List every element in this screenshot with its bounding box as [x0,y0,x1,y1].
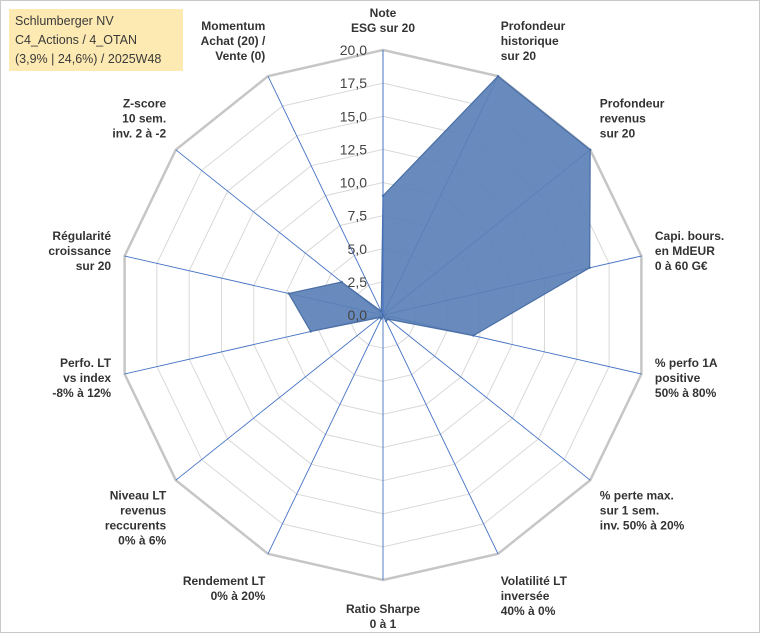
axis-spoke [382,314,499,554]
axis-label-line: Capi. bours. [655,229,724,243]
axis-spoke [267,76,384,316]
axis-label-line: sur 20 [76,259,112,273]
axis-label-line: Momentum [201,19,265,33]
chart-subtitle-category: C4_Actions / 4_OTAN [15,33,138,47]
axis-label: Note ESG sur 20 [351,6,415,35]
axis-label-line: inv. 50% à 20% [600,519,685,533]
series-point [380,310,383,313]
axis-label: Régularité croissance sur 20 [48,229,111,273]
axis-label-line: inversée [501,589,550,603]
tick-label: 17,5 [340,75,367,91]
axis-label: Volatilité LT inversée 40% à 0% [501,574,568,618]
axis-label: Momentum Achat (20) / Vente (0) [201,19,266,63]
tick-label: 15,0 [340,108,367,124]
radar-series [287,50,592,337]
series-point [472,334,475,337]
axis-label-line: sur 20 [501,49,537,63]
series-point [340,280,343,284]
tick-label: 0,0 [348,307,368,323]
chart-title: Schlumberger NV [15,14,114,28]
axis-label-line: revenus [600,111,646,125]
axis-label-line: sur 20 [600,126,636,140]
axis-spoke [382,314,591,481]
axis-label-line: Profondeur [501,19,566,33]
chart-subtitle-period: (3,9% | 24,6%) / 2025W48 [15,52,162,66]
axis-label: % perte max. sur 1 sem. inv. 50% à 20% [600,489,685,533]
axis-spoke [267,314,384,554]
axis-label-line: Régularité [52,229,111,243]
axis-label-line: Perfo. LT [60,356,112,370]
axis-label: Ratio Sharpe 0 à 1 [346,602,420,631]
axis-label-line: 50% à 80% [655,386,717,400]
axis-label: Rendement LT 0% à 20% [183,574,266,603]
axis-label-line: vs index [63,371,111,385]
axis-label: Profondeur historique sur 20 [501,19,566,63]
axis-label-line: Rendement LT [183,574,266,588]
axis-label-line: inv. 2 à -2 [112,126,166,140]
axis-label: Z-score 10 sem. inv. 2 à -2 [112,96,166,140]
axis-label-line: 0% à 6% [118,534,166,548]
tick-label: 10,0 [340,175,367,191]
series-point [589,148,592,151]
axis-label-line: positive [655,371,701,385]
chart-title-box: Schlumberger NV C4_Actions / 4_OTAN (3,9… [9,9,183,71]
axis-label-line: Achat (20) / [201,34,266,48]
axis-label-line: sur 1 sem. [600,504,659,518]
tick-label: 5,0 [348,241,368,257]
axis-label-line: Ratio Sharpe [346,602,420,616]
tick-label: 7,5 [348,208,368,224]
axis-label: Perfo. LT vs index -8% à 12% [52,356,111,400]
axis-label-line: Profondeur [600,96,665,110]
axis-label-line: 0% à 20% [211,589,266,603]
series-point [378,316,382,319]
tick-label: 20,0 [340,42,367,58]
axis-label-line: reccurents [105,519,167,533]
axis-label-line: Volatilité LT [501,574,568,588]
axis-label: Capi. bours. en MdEUR 0 à 60 G€ [655,229,724,273]
tick-label: 12,5 [340,141,367,157]
axis-label-line: croissance [48,244,111,258]
radial-tick-labels: 0,0 2,5 5,0 7,5 10,0 12,5 15,0 17,5 20,0 [340,42,367,323]
axis-label-line: Note [370,6,397,20]
axis-label-line: % perte max. [600,489,674,503]
axis-label: % perfo 1A positive 50% à 80% [655,356,718,400]
axis-label-line: 0 à 1 [370,617,397,631]
tick-label: 2,5 [348,274,368,290]
axis-label-line: Vente (0) [215,49,265,63]
axis-label-line: Z-score [123,96,167,110]
axis-label-line: -8% à 12% [52,386,111,400]
axis-spoke [175,314,384,481]
axis-label: Profondeur revenus sur 20 [600,96,665,140]
series-point [309,330,312,333]
axis-label-line: ESG sur 20 [351,21,415,35]
axis-label-line: Niveau LT [110,489,167,503]
axis-label: Niveau LT revenus reccurents 0% à 6% [105,489,167,548]
axis-label-line: historique [501,34,559,48]
axis-label-line: % perfo 1A [655,356,718,370]
axis-label-line: revenus [120,504,166,518]
axis-labels: Note ESG sur 20 Profondeur historique sur 20… [48,6,724,631]
series-point [387,317,390,321]
series-point [287,292,290,295]
axis-label-line: 10 sem. [122,111,166,125]
series-point [588,266,591,269]
series-point [496,75,500,78]
axis-label-line: en MdEUR [655,244,715,258]
axis-label-line: 40% à 0% [501,604,556,618]
axis-label-line: 0 à 60 G€ [655,259,708,273]
series-point [384,319,388,323]
